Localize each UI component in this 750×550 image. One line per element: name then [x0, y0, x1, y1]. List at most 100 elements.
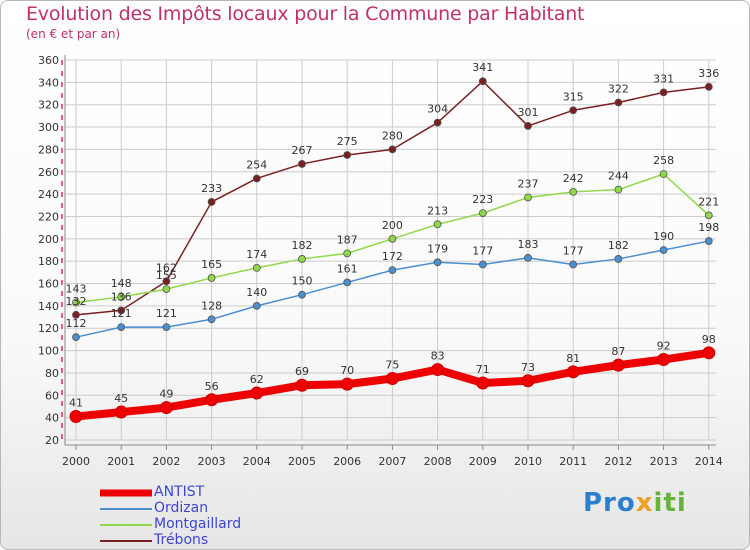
data-label: 304 [427, 103, 448, 116]
data-label: 132 [66, 295, 87, 308]
y-tick-label: 200 [38, 233, 59, 246]
data-point [205, 393, 219, 407]
data-label: 315 [563, 90, 584, 103]
data-point [252, 263, 261, 272]
y-tick-label: 240 [38, 188, 59, 201]
data-label: 62 [250, 373, 264, 386]
data-label: 69 [295, 365, 309, 378]
data-label: 177 [472, 245, 493, 258]
data-label: 174 [246, 248, 267, 261]
data-label: 81 [566, 352, 580, 365]
data-point [298, 160, 306, 168]
legend-label: Ordizan [154, 500, 209, 516]
data-label: 87 [611, 345, 625, 358]
x-tick-label: 2010 [514, 455, 542, 468]
x-tick-label: 2014 [695, 455, 723, 468]
y-tick-label: 120 [38, 322, 59, 335]
data-label: 41 [69, 397, 83, 410]
axes [61, 55, 716, 450]
chart-title: Evolution des Impôts locaux pour la Comm… [26, 3, 585, 25]
x-tick-label: 2006 [333, 455, 361, 468]
data-label: 56 [205, 380, 219, 393]
data-label: 112 [66, 317, 87, 330]
y-tick-label: 40 [45, 412, 59, 425]
data-point [657, 353, 671, 367]
data-label: 336 [698, 67, 719, 80]
data-label: 162 [156, 261, 177, 274]
data-point [162, 277, 171, 286]
proxiti-logo: Proxiti [583, 488, 687, 518]
data-point [614, 255, 623, 263]
y-tick-label: 160 [38, 278, 59, 291]
x-tick-label: 2001 [107, 455, 135, 468]
data-label: 128 [201, 299, 222, 312]
data-label: 136 [111, 290, 132, 303]
data-label: 182 [608, 239, 629, 252]
data-label: 98 [702, 333, 716, 346]
x-tick-label: 2005 [288, 455, 316, 468]
data-point [162, 285, 171, 294]
data-point [117, 306, 126, 315]
y-tick-label: 320 [38, 99, 59, 112]
data-label: 182 [292, 239, 313, 252]
data-point [704, 211, 713, 220]
data-point [478, 209, 487, 218]
data-label: 92 [657, 340, 671, 353]
data-point [72, 310, 80, 319]
x-tick-label: 2013 [650, 455, 678, 468]
y-tick-label: 80 [45, 367, 59, 380]
data-label: 200 [382, 219, 403, 232]
data-point [478, 77, 487, 86]
data-point [69, 410, 83, 424]
data-label: 70 [340, 364, 354, 377]
data-point [114, 405, 128, 419]
data-point [117, 323, 126, 332]
y-tick-label: 300 [38, 121, 59, 134]
line-chart: 20 40 60 80 100 120 140 160 180 200 220 240 260 280 30… [38, 54, 723, 468]
data-point [569, 260, 578, 269]
y-tick-label: 20 [45, 434, 59, 447]
data-point [614, 98, 623, 107]
x-axis-ticks: 2000 2001 2002 2003 2004 2005 2006 2007 2008 2009… [62, 455, 723, 468]
data-point [659, 170, 668, 178]
y-tick-label: 260 [38, 166, 59, 179]
data-point [476, 376, 490, 390]
data-label: 258 [653, 154, 674, 167]
data-point [433, 220, 442, 229]
data-point [159, 401, 173, 415]
data-point [614, 185, 623, 194]
data-point [72, 333, 80, 342]
data-point [207, 274, 216, 282]
data-point [117, 293, 126, 301]
y-tick-label: 360 [38, 54, 59, 67]
data-point [295, 378, 309, 392]
series-layer [69, 77, 716, 424]
data-point [388, 145, 397, 154]
data-label: 190 [653, 230, 674, 243]
data-label: 322 [608, 82, 629, 95]
y-tick-label: 220 [38, 210, 59, 223]
data-point [611, 358, 625, 372]
data-label: 221 [698, 195, 719, 208]
data-point [569, 187, 578, 196]
data-point [340, 377, 354, 391]
legend-swatch-trebons [100, 540, 152, 542]
legend-item-trebons: Trébons [100, 532, 340, 549]
data-point [569, 106, 578, 115]
data-label: 148 [111, 277, 132, 290]
data-point [385, 372, 399, 386]
y-tick-label: 140 [38, 300, 59, 313]
legend-label: Trébons [154, 532, 209, 548]
data-point [162, 323, 171, 332]
y-tick-label: 280 [38, 143, 59, 156]
data-label: 143 [66, 283, 87, 296]
data-point [433, 118, 442, 127]
x-tick-label: 2002 [152, 455, 180, 468]
data-point [431, 363, 445, 377]
y-tick-label: 340 [38, 76, 59, 89]
data-label: 242 [563, 172, 584, 185]
x-tick-label: 2003 [198, 455, 226, 468]
data-label: 233 [201, 182, 222, 195]
data-point [702, 346, 716, 360]
legend-swatch-montgaillard [100, 524, 152, 526]
